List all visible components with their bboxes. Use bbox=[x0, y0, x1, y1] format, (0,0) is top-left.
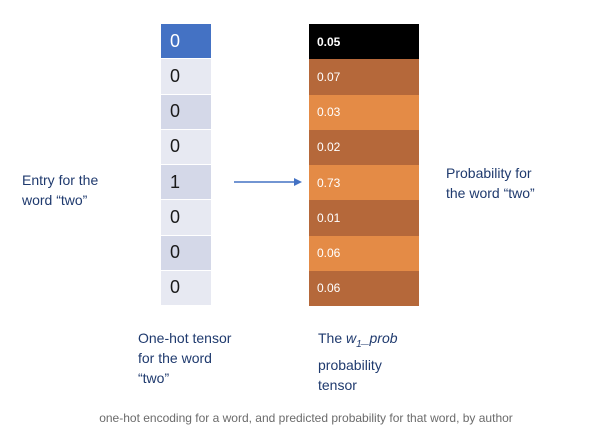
probability-cell: 0.01 bbox=[309, 200, 419, 236]
one-hot-caption: One-hot tensor for the word “two” bbox=[138, 328, 231, 388]
w1-suffix: _prob bbox=[361, 330, 398, 346]
one-hot-caption-line: One-hot tensor bbox=[138, 330, 232, 346]
probability-cell: 0.05 bbox=[309, 24, 419, 60]
probability-cell: 0.06 bbox=[309, 270, 419, 306]
one-hot-caption-line: for the word bbox=[138, 350, 212, 366]
probability-cell: 0.03 bbox=[309, 94, 419, 130]
arrow-right-icon bbox=[234, 178, 302, 186]
one-hot-cell: 0 bbox=[161, 24, 211, 60]
one-hot-cell: 0 bbox=[161, 94, 211, 130]
one-hot-cell: 0 bbox=[161, 200, 211, 236]
probability-caption-title: The w1_prob bbox=[318, 328, 398, 355]
probability-label: Probability for the word “two” bbox=[446, 163, 535, 203]
entry-label: Entry for the word “two” bbox=[22, 170, 98, 210]
probability-caption-prefix: The bbox=[318, 330, 347, 346]
one-hot-caption-line: “two” bbox=[138, 370, 170, 386]
entry-label-line: Entry for the bbox=[22, 172, 99, 188]
one-hot-cell: 0 bbox=[161, 270, 211, 306]
probability-tensor: 0.05 0.07 0.03 0.02 0.73 0.01 0.06 0.06 bbox=[309, 24, 419, 306]
one-hot-cell: 0 bbox=[161, 129, 211, 165]
one-hot-tensor: 0 0 0 0 1 0 0 0 bbox=[161, 24, 211, 306]
probability-label-line: Probability for bbox=[446, 165, 532, 181]
one-hot-cell: 0 bbox=[161, 59, 211, 95]
probability-cell: 0.02 bbox=[309, 129, 419, 165]
one-hot-cell: 0 bbox=[161, 235, 211, 271]
probability-cell-target: 0.73 bbox=[309, 165, 419, 201]
probability-cell: 0.07 bbox=[309, 59, 419, 95]
w1-subscript: 1 bbox=[356, 338, 362, 350]
probability-label-line: the word “two” bbox=[446, 185, 535, 201]
figure-caption: one-hot encoding for a word, and predict… bbox=[99, 411, 513, 425]
one-hot-cell-hot: 1 bbox=[161, 165, 211, 201]
probability-caption-line: probability bbox=[318, 356, 382, 373]
entry-label-line: word “two” bbox=[22, 192, 88, 208]
probability-cell: 0.06 bbox=[309, 235, 419, 271]
probability-caption: The w1_prob probability tensor bbox=[318, 328, 398, 395]
probability-caption-line: tensor bbox=[318, 376, 357, 393]
w1-variable: w bbox=[346, 330, 357, 346]
